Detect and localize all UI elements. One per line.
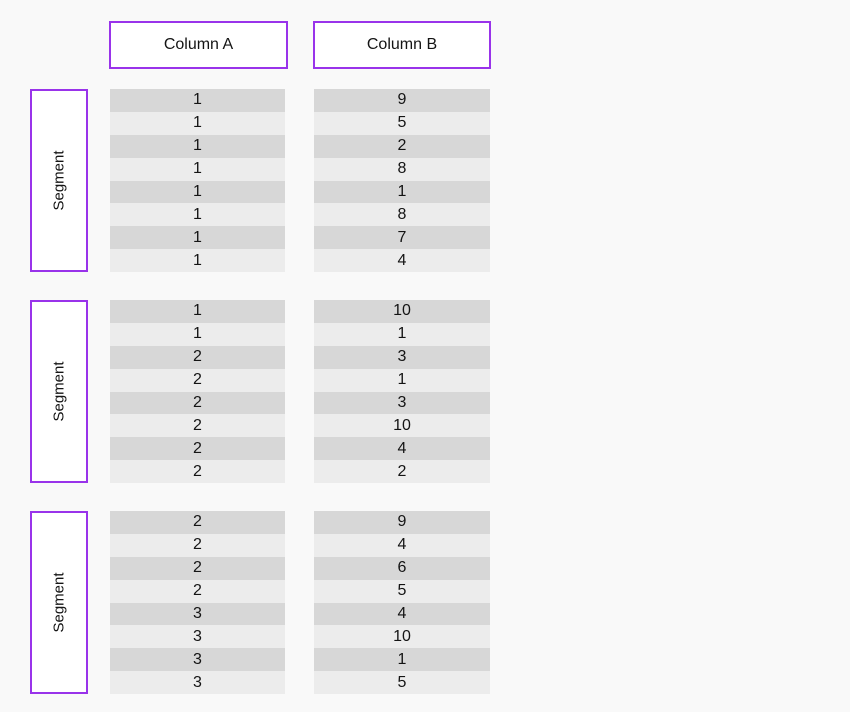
- column-a-cell: 1: [110, 89, 285, 112]
- column-a-cell: 1: [110, 249, 285, 272]
- column-a-cell: 1: [110, 226, 285, 250]
- column-b-cell: 10: [314, 625, 490, 649]
- column-b-cell: 3: [314, 391, 490, 415]
- column-a-cell: 2: [110, 460, 285, 483]
- column-b-cell: 8: [314, 157, 490, 181]
- column-b-cell: 3: [314, 345, 490, 369]
- column-a-cell: 3: [110, 671, 285, 694]
- column-b-cell: 2: [314, 460, 490, 483]
- segment-label: Segment: [50, 361, 68, 422]
- column-a-header-label: Column A: [163, 36, 234, 53]
- column-a-cell: 1: [110, 180, 285, 204]
- column-b-cell: 4: [314, 249, 490, 272]
- column-b-cell: 9: [314, 89, 490, 112]
- column-b-cell: 9: [314, 511, 490, 534]
- column-a-cell: 2: [110, 391, 285, 415]
- column-b-header-box[interactable]: Column B: [313, 21, 491, 69]
- column-b-cell: 1: [314, 368, 490, 392]
- column-b-cell: 2: [314, 134, 490, 158]
- column-a-cell: 1: [110, 111, 285, 135]
- column-a-cell: 2: [110, 345, 285, 369]
- column-b-cell: 4: [314, 602, 490, 626]
- segment-label-box[interactable]: Segment: [30, 511, 88, 694]
- column-b-cell: 5: [314, 111, 490, 135]
- segment-label-box[interactable]: Segment: [30, 300, 88, 483]
- column-a-cell: 2: [110, 511, 285, 534]
- segment-group: Segment 2 2 2 2 3 3 3 3 9 4 6 5 4 10 1 5: [0, 511, 850, 694]
- column-b-header-label: Column B: [366, 36, 438, 53]
- column-a-cell: 3: [110, 602, 285, 626]
- column-b-cell: 4: [314, 437, 490, 461]
- column-a-cell: 2: [110, 368, 285, 392]
- column-a-cell: 3: [110, 648, 285, 672]
- column-a-cell: 2: [110, 579, 285, 603]
- segment-label: Segment: [50, 572, 68, 633]
- column-a-cell: 1: [110, 322, 285, 346]
- column-b-cell: 4: [314, 533, 490, 557]
- column-b-cell: 5: [314, 671, 490, 694]
- column-a-cell: 2: [110, 533, 285, 557]
- column-a-cell: 1: [110, 134, 285, 158]
- column-a-cell: 3: [110, 625, 285, 649]
- column-a-cell: 1: [110, 300, 285, 323]
- segment-label: Segment: [50, 150, 68, 211]
- column-b-cell: 8: [314, 203, 490, 227]
- column-a-header-box[interactable]: Column A: [109, 21, 288, 69]
- column-b-cell: 1: [314, 322, 490, 346]
- column-b-rows: 9 4 6 5 4 10 1 5: [314, 511, 490, 694]
- column-b-cell: 7: [314, 226, 490, 250]
- column-b-rows: 10 1 3 1 3 10 4 2: [314, 300, 490, 483]
- column-a-cell: 2: [110, 437, 285, 461]
- segment-label-box[interactable]: Segment: [30, 89, 88, 272]
- column-b-cell: 6: [314, 556, 490, 580]
- column-a-cell: 2: [110, 414, 285, 438]
- column-b-cell: 10: [314, 300, 490, 323]
- segment-group: Segment 1 1 1 1 1 1 1 1 9 5 2 8 1 8 7 4: [0, 89, 850, 272]
- column-b-cell: 5: [314, 579, 490, 603]
- column-b-cell: 1: [314, 648, 490, 672]
- column-b-cell: 10: [314, 414, 490, 438]
- segment-group: Segment 1 1 2 2 2 2 2 2 10 1 3 1 3 10 4 2: [0, 300, 850, 483]
- column-a-cell: 2: [110, 556, 285, 580]
- column-a-cell: 1: [110, 203, 285, 227]
- column-b-cell: 1: [314, 180, 490, 204]
- column-a-cell: 1: [110, 157, 285, 181]
